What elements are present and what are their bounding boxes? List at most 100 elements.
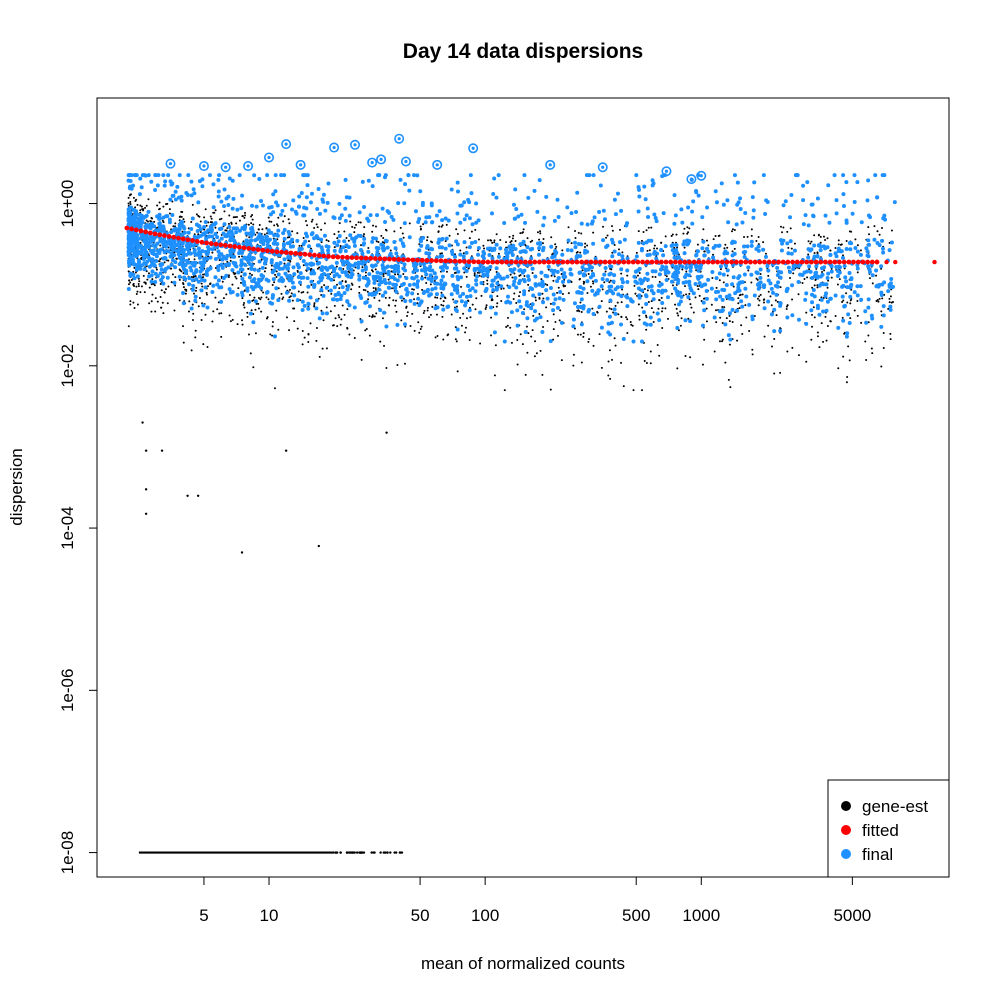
gene-est-point xyxy=(715,309,717,311)
gene-est-point xyxy=(584,243,586,245)
final-point xyxy=(362,241,366,245)
final-point xyxy=(851,212,855,216)
final-point xyxy=(231,207,235,211)
final-point xyxy=(251,320,255,324)
gene-est-point xyxy=(592,232,594,234)
gene-est-point xyxy=(732,250,734,252)
final-point xyxy=(593,215,597,219)
final-point xyxy=(474,282,478,286)
final-point xyxy=(294,210,298,214)
gene-est-point xyxy=(675,234,677,236)
gene-est-point xyxy=(284,215,286,217)
gene-est-point xyxy=(507,325,509,327)
gene-est-point xyxy=(583,281,585,283)
gene-est-point xyxy=(225,293,227,295)
gene-est-point xyxy=(667,318,669,320)
gene-est-point xyxy=(304,337,306,339)
gene-est-point xyxy=(485,306,487,308)
final-point xyxy=(450,188,454,192)
final-point xyxy=(181,258,185,262)
final-point xyxy=(240,226,244,230)
final-point xyxy=(515,308,519,312)
final-point xyxy=(731,297,735,301)
gene-est-point xyxy=(609,378,611,380)
gene-est-point xyxy=(382,237,384,239)
gene-est-point xyxy=(230,222,232,224)
final-point xyxy=(250,226,254,230)
gene-est-point xyxy=(459,250,461,252)
final-point xyxy=(335,298,339,302)
final-point xyxy=(319,278,323,282)
final-point xyxy=(343,207,347,211)
gene-est-point xyxy=(490,334,492,336)
final-point xyxy=(824,214,828,218)
final-point xyxy=(881,251,885,255)
gene-est-point xyxy=(455,326,457,328)
final-point xyxy=(706,278,710,282)
gene-est-point xyxy=(260,311,262,313)
gene-est-point xyxy=(845,292,847,294)
final-point xyxy=(788,215,792,219)
gene-est-point xyxy=(366,328,368,330)
final-point xyxy=(340,270,344,274)
final-point xyxy=(616,292,620,296)
final-point xyxy=(853,246,857,250)
gene-est-point xyxy=(251,309,253,311)
gene-est-point xyxy=(577,309,579,311)
gene-est-point xyxy=(541,293,543,295)
final-point xyxy=(456,181,460,185)
gene-est-point xyxy=(138,285,140,287)
final-point xyxy=(181,291,185,295)
gene-est-point xyxy=(444,296,446,298)
gene-est-point xyxy=(358,221,360,223)
final-point xyxy=(292,272,296,276)
final-point xyxy=(645,253,649,257)
final-point xyxy=(509,268,513,272)
gene-est-point xyxy=(262,291,264,293)
final-point xyxy=(766,300,770,304)
final-point xyxy=(273,242,277,246)
gene-est-point xyxy=(190,221,192,223)
final-point xyxy=(797,318,801,322)
final-point xyxy=(770,287,774,291)
final-point xyxy=(600,326,604,330)
gene-est-point xyxy=(460,286,462,288)
final-point xyxy=(238,173,242,177)
gene-est-point xyxy=(235,278,237,280)
final-point xyxy=(561,274,565,278)
final-point xyxy=(333,267,337,271)
final-point xyxy=(841,173,845,177)
final-point xyxy=(764,255,768,259)
final-point xyxy=(552,302,556,306)
final-point xyxy=(778,329,782,333)
gene-est-point xyxy=(243,304,245,306)
gene-est-point xyxy=(535,297,537,299)
gene-est-point xyxy=(835,247,837,249)
final-point xyxy=(848,286,852,290)
final-point xyxy=(535,210,539,214)
final-point xyxy=(325,286,329,290)
final-point xyxy=(521,271,525,275)
final-point xyxy=(725,198,729,202)
final-point xyxy=(316,243,320,247)
gene-est-point xyxy=(258,307,260,309)
gene-est-point xyxy=(531,240,533,242)
final-point xyxy=(285,274,289,278)
final-point xyxy=(860,220,864,224)
final-point xyxy=(417,217,421,221)
final-point xyxy=(140,263,144,267)
final-point xyxy=(438,209,442,213)
gene-est-point xyxy=(218,313,220,315)
gene-est-point xyxy=(651,307,653,309)
final-point xyxy=(130,187,134,191)
gene-est-point xyxy=(379,851,381,853)
gene-est-point xyxy=(345,281,347,283)
final-point xyxy=(522,240,526,244)
gene-est-point xyxy=(334,246,336,248)
final-point xyxy=(248,253,252,257)
final-point xyxy=(405,293,409,297)
gene-est-point xyxy=(288,222,290,224)
final-point xyxy=(390,215,394,219)
final-point xyxy=(200,177,204,181)
final-point xyxy=(726,268,730,272)
